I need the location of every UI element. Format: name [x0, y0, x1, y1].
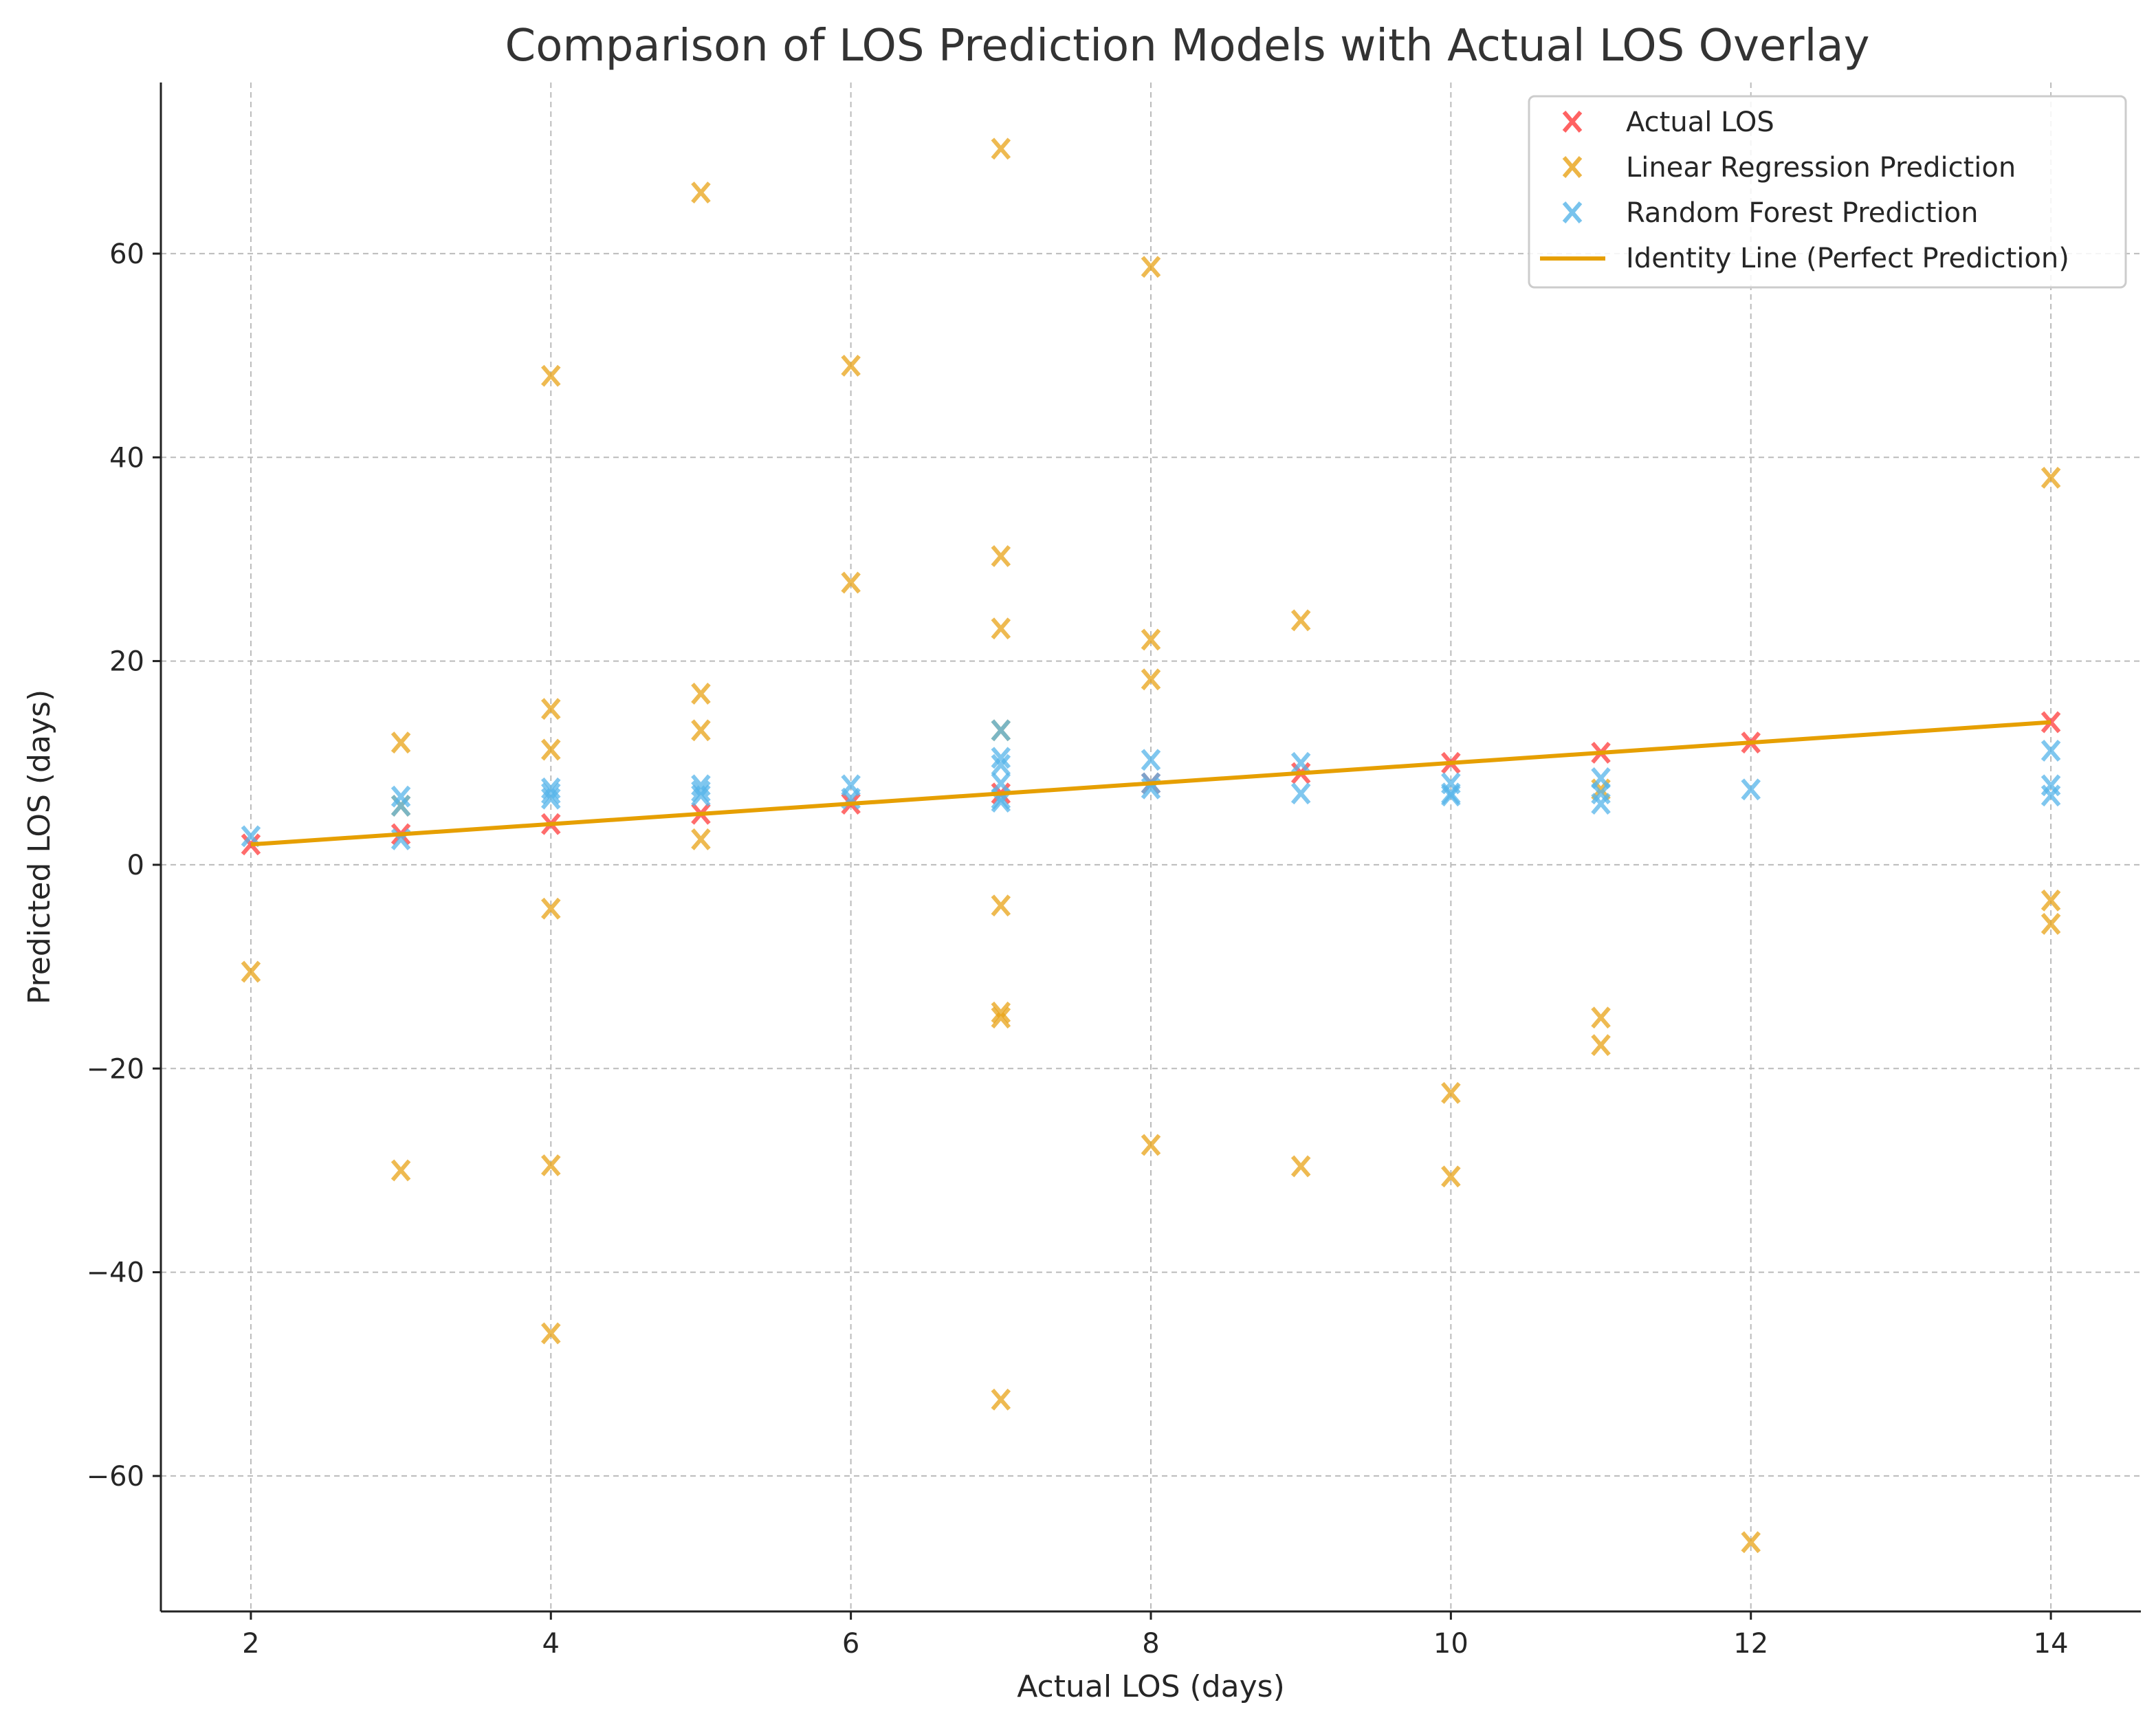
linear-regression-point — [540, 897, 561, 920]
random-forest-point — [1741, 778, 1761, 801]
linear-regression-point — [991, 545, 1011, 567]
random-forest-point — [991, 719, 1011, 742]
linear-regression-point — [1290, 1155, 1311, 1178]
random-forest-point — [1441, 784, 1461, 807]
y-tick-label: −40 — [87, 1257, 144, 1289]
random-forest-point — [2040, 740, 2061, 762]
legend-label-actual: Actual LOS — [1626, 107, 1774, 138]
y-axis-label: Predicted LOS (days) — [22, 690, 57, 1004]
linear-regression-point — [540, 738, 561, 761]
linear-regression-point — [1441, 1081, 1461, 1104]
random-forest-point — [390, 795, 411, 817]
x-tick-label: 10 — [1433, 1628, 1468, 1660]
linear-regression-point — [2040, 889, 2061, 912]
linear-regression-point — [991, 137, 1011, 160]
x-tick-label: 14 — [2034, 1628, 2069, 1660]
linear-regression-point — [1591, 1034, 1611, 1057]
linear-regression-point — [540, 1154, 561, 1176]
linear-regression-point — [1141, 668, 1161, 691]
random-forest-point — [691, 780, 711, 803]
y-tick-label: −60 — [87, 1461, 144, 1493]
linear-regression-point — [1591, 1006, 1611, 1029]
chart-title: Comparison of LOS Prediction Models with… — [505, 21, 1870, 71]
y-tick-label: 20 — [109, 646, 144, 678]
x-tick-label: 4 — [542, 1628, 560, 1660]
linear-regression-point — [1141, 256, 1161, 278]
random-forest-point — [540, 782, 561, 805]
legend-marker-linear — [1562, 156, 1583, 178]
random-forest-point — [991, 753, 1011, 776]
random-forest-point — [2040, 784, 2061, 807]
random-forest-point — [991, 747, 1011, 769]
y-tick-label: −20 — [87, 1053, 144, 1085]
linear-regression-point — [841, 571, 861, 594]
y-tick-label: 40 — [109, 442, 144, 474]
data-marks — [241, 137, 2061, 1554]
linear-regression-point — [991, 1388, 1011, 1411]
legend-label-identity: Identity Line (Perfect Prediction) — [1626, 243, 2069, 274]
random-forest-point — [691, 784, 711, 807]
linear-regression-point — [241, 960, 261, 983]
linear-regression-point — [540, 364, 561, 387]
linear-regression-point — [540, 698, 561, 720]
linear-regression-point — [991, 894, 1011, 917]
identity-line — [250, 720, 2052, 847]
linear-regression-point — [991, 1001, 1011, 1024]
random-forest-point — [1141, 749, 1161, 771]
random-forest-point — [1290, 751, 1311, 774]
linear-regression-point — [1441, 1165, 1461, 1188]
random-forest-point — [390, 785, 411, 808]
x-tick-label: 8 — [1142, 1628, 1159, 1660]
legend-marker-rf — [1562, 201, 1583, 223]
actual-los-point — [241, 833, 261, 856]
linear-regression-point — [841, 354, 861, 377]
linear-regression-point — [1741, 1531, 1761, 1554]
x-axis-label: Actual LOS (days) — [1017, 1669, 1285, 1704]
legend-marker-actual — [1562, 111, 1583, 133]
linear-regression-point — [991, 617, 1011, 640]
legend-box — [1528, 95, 2127, 289]
y-tick-label: 0 — [127, 850, 144, 881]
linear-regression-point — [691, 828, 711, 850]
linear-regression-point — [1290, 609, 1311, 632]
linear-regression-point — [2040, 466, 2061, 489]
random-forest-point — [1591, 793, 1611, 815]
x-tick-label: 2 — [242, 1628, 259, 1660]
x-tick-label: 6 — [842, 1628, 859, 1660]
legend-label-linear: Linear Regression Prediction — [1626, 152, 2016, 184]
linear-regression-point — [540, 1322, 561, 1345]
linear-regression-point — [2040, 912, 2061, 935]
random-forest-point — [540, 787, 561, 810]
linear-regression-point — [1141, 1134, 1161, 1156]
grid — [161, 82, 2141, 1611]
linear-regression-point — [390, 731, 411, 754]
y-tick-label: 60 — [109, 239, 144, 270]
ticks: 2 4 6 8 10 12 14 −60 −40 −20 0 20 40 60 — [87, 239, 2069, 1660]
linear-regression-point — [691, 683, 711, 705]
linear-regression-point — [991, 1006, 1011, 1029]
x-tick-label: 12 — [1733, 1628, 1768, 1660]
linear-regression-point — [1141, 628, 1161, 651]
linear-regression-point — [691, 181, 711, 203]
linear-regression-point — [691, 719, 711, 742]
random-forest-point — [1290, 782, 1311, 805]
legend: Actual LOS Linear Regression Prediction … — [1528, 95, 2127, 289]
linear-regression-point — [390, 1159, 411, 1182]
legend-label-rf: Random Forest Prediction — [1626, 197, 1979, 229]
